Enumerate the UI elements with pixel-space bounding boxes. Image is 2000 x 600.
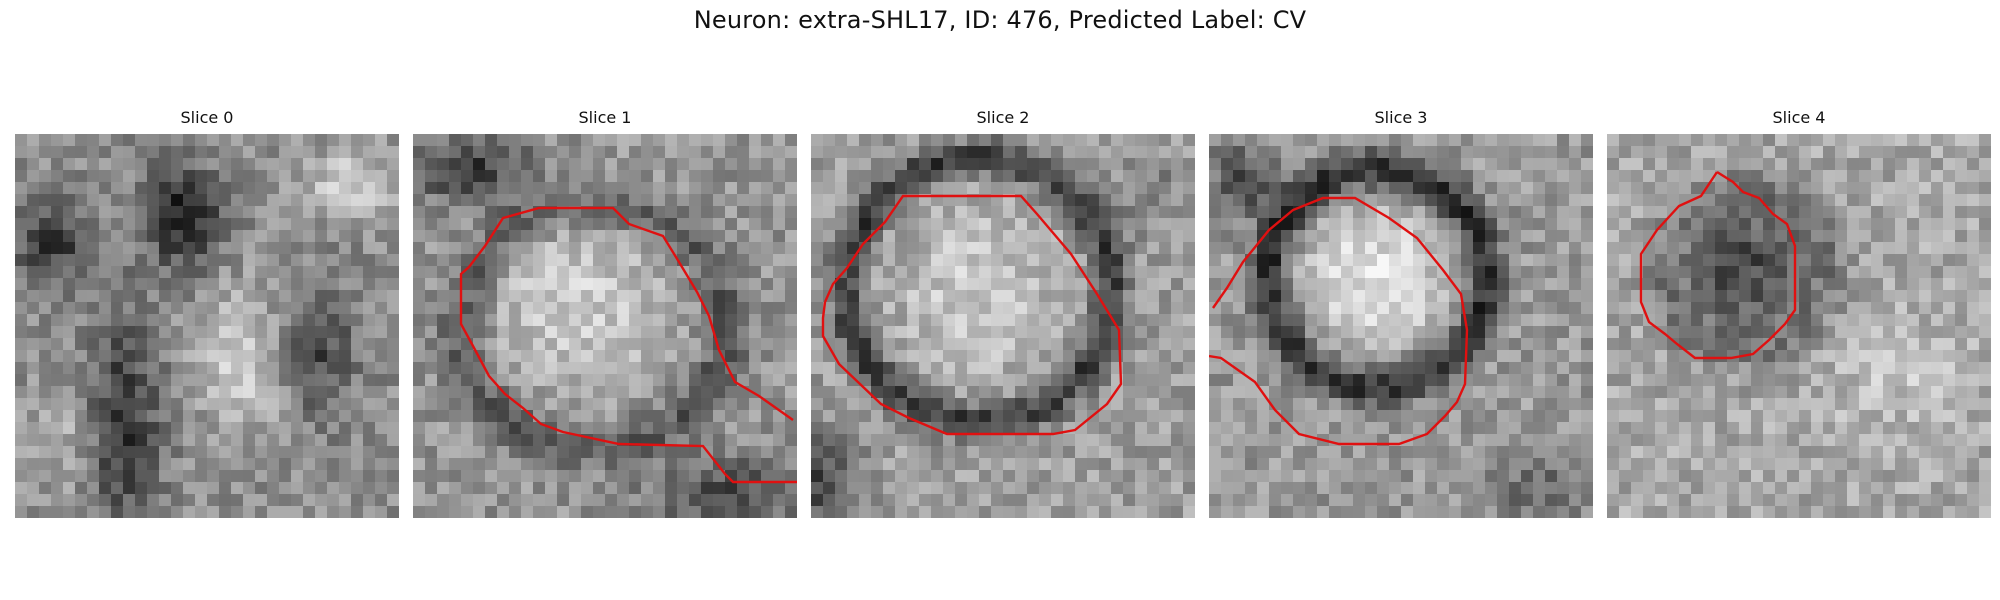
segmentation-contour (459, 266, 797, 484)
slice-pixels (1607, 134, 1991, 518)
slice-title: Slice 4 (1772, 108, 1826, 127)
slice-pixels (15, 134, 399, 518)
slice-image-1 (413, 134, 797, 518)
slice-image-3 (1209, 134, 1593, 518)
slice-title: Slice 1 (578, 108, 632, 127)
slice-image-4 (1607, 134, 1991, 518)
segmentation-contour (1209, 196, 1469, 446)
segmentation-contour (1639, 170, 1797, 360)
segmentation-contour (821, 194, 1123, 436)
figure-title: Neuron: extra-SHL17, ID: 476, Predicted … (693, 6, 1307, 34)
segmentation-contour (468, 206, 794, 421)
slice-pixels (1209, 134, 1593, 518)
slice-image-2 (811, 134, 1195, 518)
slice-pixels (413, 134, 797, 518)
slice-pixels (811, 134, 1195, 518)
slice-title: Slice 2 (976, 108, 1030, 127)
slice-title: Slice 0 (180, 108, 234, 127)
slice-image-0 (15, 134, 399, 518)
slice-title: Slice 3 (1374, 108, 1428, 127)
